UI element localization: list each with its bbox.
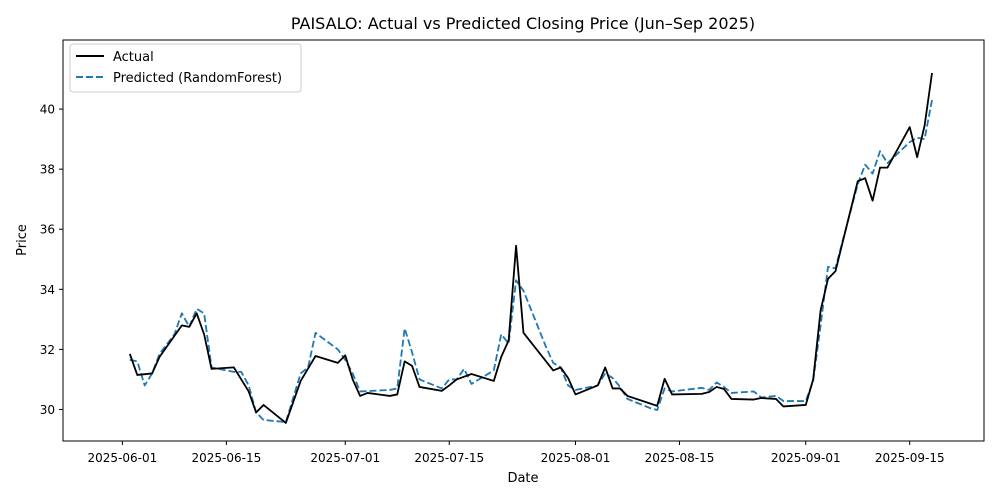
x-axis: 2025-06-01 2025-06-15 2025-07-01 2025-07-15… <box>88 441 945 465</box>
y-axis-label: Price <box>15 224 30 256</box>
x-axis-label: Date <box>507 471 538 486</box>
legend-label-predicted: Predicted (RandomForest) <box>113 71 282 86</box>
plot-lines <box>129 72 933 424</box>
x-tick-label: 2025-08-01 <box>541 451 611 465</box>
x-tick-label: 2025-09-15 <box>875 451 945 465</box>
predicted-series-line <box>129 99 933 423</box>
y-tick-label: 34 <box>40 283 55 297</box>
y-axis: 30 32 34 36 38 40 <box>40 103 63 417</box>
legend: Actual Predicted (RandomForest) <box>69 43 302 93</box>
chart-title: PAISALO: Actual vs Predicted Closing Pri… <box>291 14 755 33</box>
legend-label-actual: Actual <box>113 50 154 65</box>
y-tick-label: 30 <box>40 403 55 417</box>
x-tick-label: 2025-08-15 <box>645 451 715 465</box>
x-tick-label: 2025-09-01 <box>771 451 841 465</box>
plot-frame <box>62 39 985 442</box>
x-tick-label: 2025-07-01 <box>310 451 380 465</box>
x-tick-label: 2025-06-01 <box>88 451 158 465</box>
x-tick-label: 2025-06-15 <box>192 451 262 465</box>
y-tick-label: 40 <box>40 103 55 117</box>
actual-series-line <box>129 72 933 424</box>
y-tick-label: 32 <box>40 343 55 357</box>
x-tick-label: 2025-07-15 <box>414 451 484 465</box>
y-tick-label: 36 <box>40 223 55 237</box>
legend-box <box>69 43 302 93</box>
y-tick-label: 38 <box>40 163 55 177</box>
